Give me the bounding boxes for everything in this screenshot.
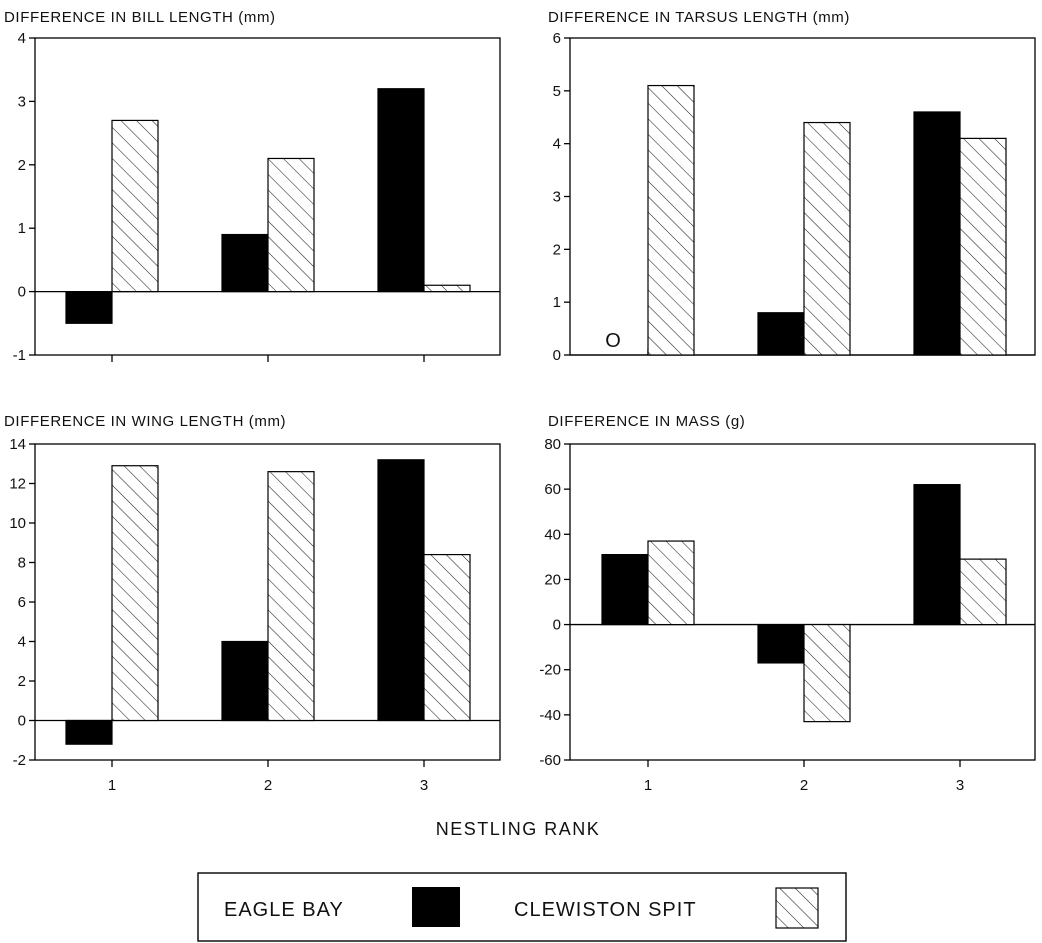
y-tick-label: 6	[18, 594, 26, 611]
plot-frame	[569, 443, 1036, 761]
y-tick-label: 5	[553, 83, 561, 100]
legend-box	[197, 872, 847, 942]
x-tick-label: 2	[800, 777, 808, 794]
bar-eagle-bay-rank-2	[221, 640, 269, 722]
bar-eagle-bay-rank-3	[913, 484, 961, 626]
y-tick-label: 4	[553, 136, 561, 153]
chart-panel-3: DIFFERENCE IN WING LENGTH (mm) -2 0 2 4 6 8 10 1…	[4, 413, 501, 794]
chart-panel-4: DIFFERENCE IN MASS (g) -60 -40 -20 0 20 40 60 80…	[539, 413, 1036, 794]
bar-clewiston-spit-rank-3	[959, 137, 1007, 356]
x-tick-label: 3	[956, 777, 964, 794]
legend-swatch-clewiston-spit	[775, 887, 819, 929]
y-tick-label: -20	[539, 662, 561, 679]
y-tick-label: 0	[553, 347, 561, 364]
y-tick-label: -60	[539, 752, 561, 769]
bar-eagle-bay-rank-2	[221, 233, 269, 293]
bar-eagle-bay-rank-2	[757, 623, 805, 664]
x-tick-label: 1	[644, 777, 652, 794]
y-tick-label: 4	[18, 634, 26, 651]
y-tick-label: 1	[553, 294, 561, 311]
bar-eagle-bay-rank-1	[65, 719, 113, 745]
y-tick-label: 0	[18, 713, 26, 730]
bar-clewiston-spit-rank-2	[267, 471, 315, 722]
bar-clewiston-spit-rank-3	[423, 553, 471, 722]
bar-eagle-bay-rank-1	[65, 291, 113, 324]
bar-clewiston-spit-rank-2	[267, 157, 315, 293]
bar-clewiston-spit-rank-1	[647, 540, 695, 626]
y-tick-label: 20	[544, 571, 561, 588]
chart-panel-1: DIFFERENCE IN BILL LENGTH (mm) -1 0 1 2 3 4	[4, 9, 501, 364]
chart-title: DIFFERENCE IN MASS (g)	[548, 413, 745, 430]
bar-eagle-bay-rank-3	[377, 459, 425, 722]
legend-label-clewiston-spit: CLEWISTON SPIT	[514, 899, 697, 921]
bar-clewiston-spit-rank-1	[647, 84, 695, 356]
y-tick-label: 8	[18, 555, 26, 572]
y-tick-label: 1	[18, 220, 26, 237]
y-tick-label: 3	[18, 93, 26, 110]
y-tick-label: 0	[553, 617, 561, 634]
bar-clewiston-spit-rank-3	[423, 284, 471, 293]
y-tick-label: 4	[18, 30, 26, 47]
y-tick-label: 2	[18, 157, 26, 174]
chart-title: DIFFERENCE IN BILL LENGTH (mm)	[4, 9, 276, 26]
bar-annotation: O	[605, 330, 621, 352]
y-tick-label: -1	[13, 347, 26, 364]
x-tick-label: 3	[420, 777, 428, 794]
y-tick-label: 0	[18, 284, 26, 301]
bar-eagle-bay-rank-1	[601, 553, 649, 626]
y-tick-label: 3	[553, 189, 561, 206]
legend-label-eagle-bay: EAGLE BAY	[224, 899, 344, 921]
y-tick-label: -40	[539, 707, 561, 724]
chart-panels: DIFFERENCE IN BILL LENGTH (mm)-101234DIF…	[4, 9, 1036, 794]
y-tick-label: 40	[544, 526, 561, 543]
y-tick-label: 12	[9, 476, 26, 493]
x-tick-label: 2	[264, 777, 272, 794]
y-tick-label: 6	[553, 30, 561, 47]
x-tick-label: 1	[108, 777, 116, 794]
legend-swatch-eagle-bay	[412, 887, 460, 927]
y-tick-label: 2	[553, 241, 561, 258]
chart-panel-2: DIFFERENCE IN TARSUS LENGTH (mm) 0 1 2 3 4 5 6 O	[548, 9, 1036, 364]
bar-clewiston-spit-rank-1	[111, 465, 159, 722]
y-tick-label: 14	[9, 436, 26, 453]
y-tick-label: -2	[13, 752, 26, 769]
y-tick-label: 80	[544, 436, 561, 453]
y-tick-label: 2	[18, 673, 26, 690]
bar-eagle-bay-rank-2	[757, 312, 805, 356]
chart-title: DIFFERENCE IN TARSUS LENGTH (mm)	[548, 9, 850, 26]
bar-clewiston-spit-rank-2	[803, 623, 851, 723]
bar-clewiston-spit-rank-3	[959, 558, 1007, 626]
bar-clewiston-spit-rank-1	[111, 119, 159, 293]
bar-eagle-bay-rank-3	[377, 88, 425, 293]
y-tick-label: 10	[9, 515, 26, 532]
legend: EAGLE BAY CLEWISTON SPIT	[197, 872, 847, 942]
bar-eagle-bay-rank-3	[913, 111, 961, 356]
y-tick-label: 60	[544, 481, 561, 498]
chart-title: DIFFERENCE IN WING LENGTH (mm)	[4, 413, 286, 430]
x-axis-label: NESTLING RANK	[436, 819, 601, 839]
bar-clewiston-spit-rank-2	[803, 121, 851, 356]
